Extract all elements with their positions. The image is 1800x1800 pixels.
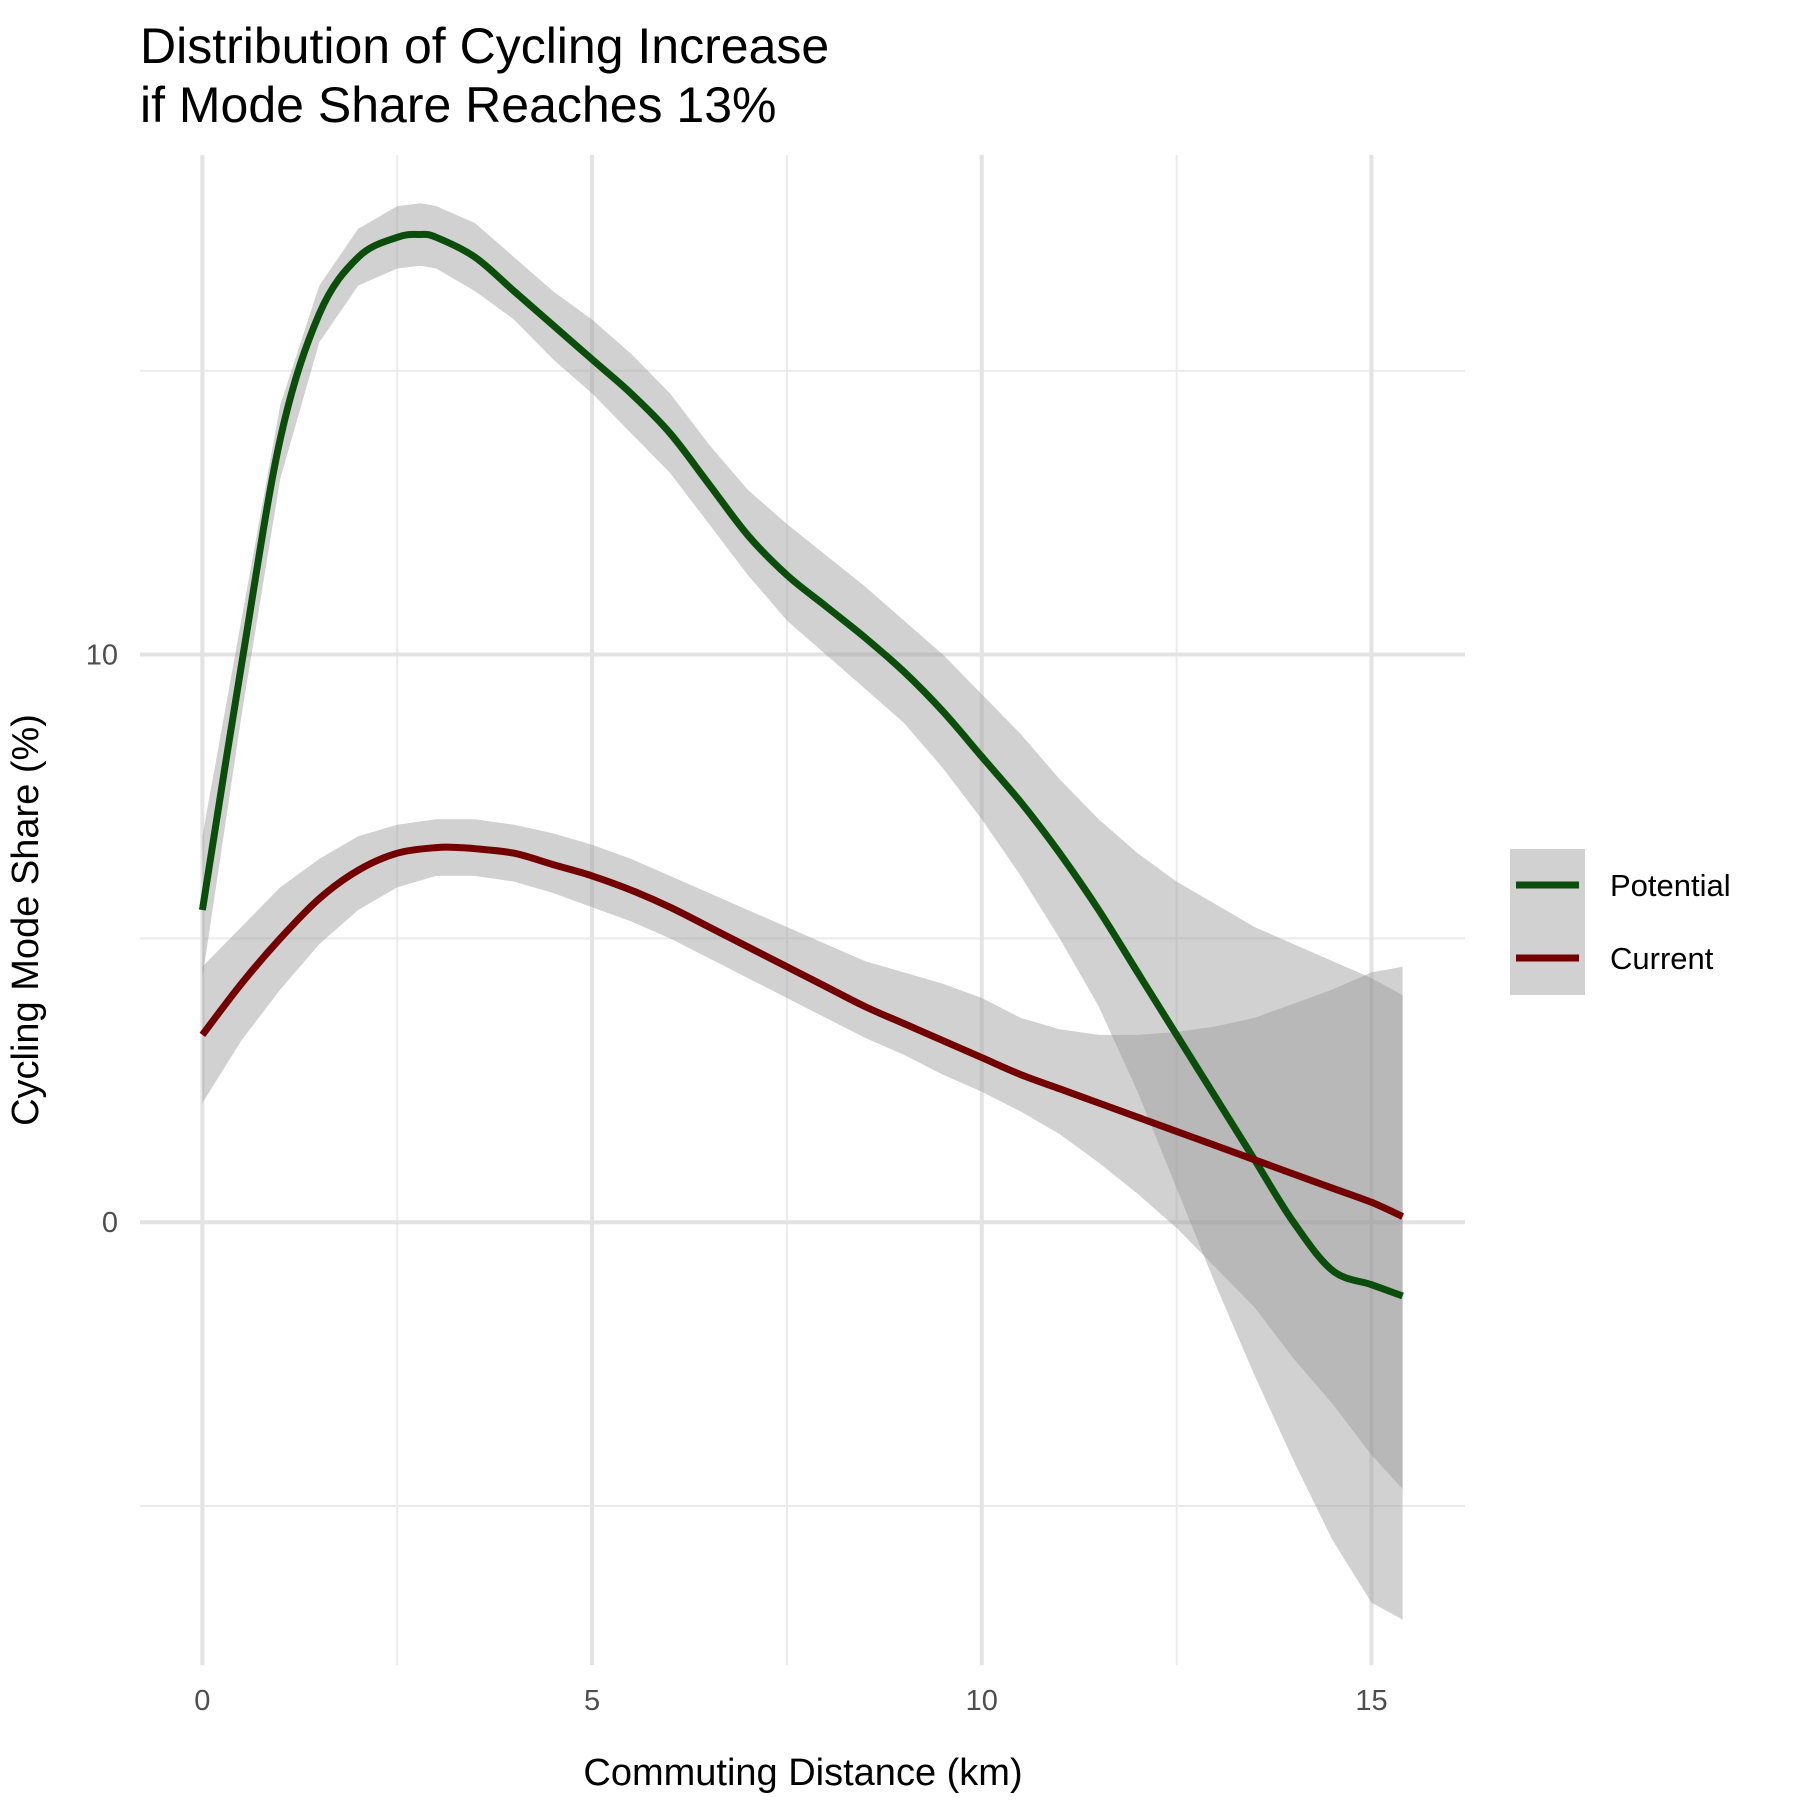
legend-label-1: Current — [1610, 941, 1714, 976]
x-tick-label-0: 0 — [194, 1685, 210, 1717]
chart-title-line-1: Distribution of Cycling Increase — [140, 18, 829, 74]
y-tick-label-1: 10 — [86, 640, 118, 672]
confidence-ribbons — [202, 203, 1403, 1620]
grid — [140, 155, 1465, 1665]
series-lines — [198, 230, 1405, 1300]
confidence-band-current — [202, 819, 1403, 1489]
x-tick-label-2: 10 — [966, 1685, 998, 1717]
x-tick-labels: 0 5 10 15 — [194, 1685, 1387, 1717]
series-line-potential — [198, 230, 1404, 1300]
y-axis-title: Cycling Mode Share (%) — [5, 714, 47, 1126]
series-line-current — [199, 843, 1405, 1220]
x-tick-label-3: 15 — [1355, 1685, 1387, 1717]
y-tick-label-0: 0 — [102, 1207, 118, 1239]
y-tick-labels: 0 10 — [86, 640, 118, 1240]
x-tick-label-1: 5 — [584, 1685, 600, 1717]
chart-title-line-2: if Mode Share Reaches 13% — [140, 77, 776, 133]
legend: Potential Current — [1510, 849, 1731, 995]
legend-label-0: Potential — [1610, 868, 1731, 903]
confidence-band-potential — [202, 203, 1403, 1620]
x-axis-title: Commuting Distance (km) — [583, 1752, 1022, 1794]
